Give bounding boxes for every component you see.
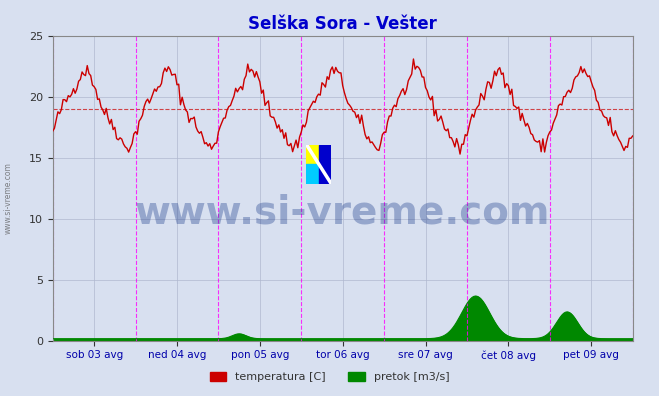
- Legend: temperatura [C], pretok [m3/s]: temperatura [C], pretok [m3/s]: [205, 367, 454, 386]
- Bar: [306, 145, 319, 164]
- Bar: [306, 164, 319, 184]
- Bar: [319, 145, 331, 184]
- Text: www.si-vreme.com: www.si-vreme.com: [3, 162, 13, 234]
- Text: www.si-vreme.com: www.si-vreme.com: [135, 194, 550, 232]
- Title: Selška Sora - Vešter: Selška Sora - Vešter: [248, 15, 437, 33]
